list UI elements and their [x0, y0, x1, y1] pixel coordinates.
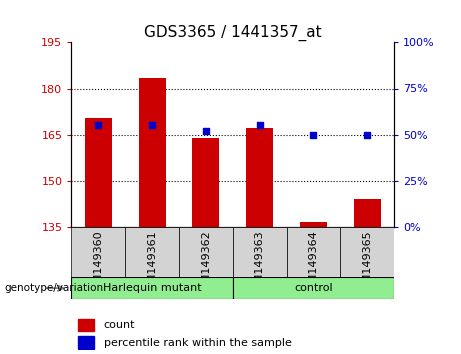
- Text: Harlequin mutant: Harlequin mutant: [103, 283, 201, 293]
- Bar: [300, 222, 327, 227]
- Bar: [85, 118, 112, 227]
- Bar: [139, 78, 165, 227]
- Bar: [179, 227, 233, 278]
- Bar: [233, 227, 287, 278]
- Bar: [71, 277, 233, 299]
- Bar: [340, 227, 394, 278]
- Text: GSM149365: GSM149365: [362, 231, 372, 298]
- Point: [364, 132, 371, 137]
- Point: [95, 122, 102, 128]
- Bar: [354, 199, 381, 227]
- Text: GSM149362: GSM149362: [201, 231, 211, 298]
- Title: GDS3365 / 1441357_at: GDS3365 / 1441357_at: [144, 25, 322, 41]
- Bar: [125, 227, 179, 278]
- Bar: [233, 277, 394, 299]
- Bar: [71, 227, 125, 278]
- Point: [256, 122, 263, 128]
- Point: [202, 128, 210, 134]
- Text: count: count: [104, 320, 135, 330]
- Text: control: control: [294, 283, 333, 293]
- Text: GSM149364: GSM149364: [308, 231, 319, 298]
- Point: [148, 122, 156, 128]
- Text: percentile rank within the sample: percentile rank within the sample: [104, 338, 292, 348]
- Text: GSM149361: GSM149361: [147, 231, 157, 298]
- Text: GSM149363: GSM149363: [254, 231, 265, 298]
- Bar: [78, 319, 94, 331]
- Text: GSM149360: GSM149360: [93, 231, 103, 298]
- Bar: [78, 336, 94, 349]
- Bar: [246, 129, 273, 227]
- Point: [310, 132, 317, 137]
- Bar: [193, 138, 219, 227]
- Bar: [287, 227, 340, 278]
- Text: genotype/variation: genotype/variation: [5, 283, 104, 293]
